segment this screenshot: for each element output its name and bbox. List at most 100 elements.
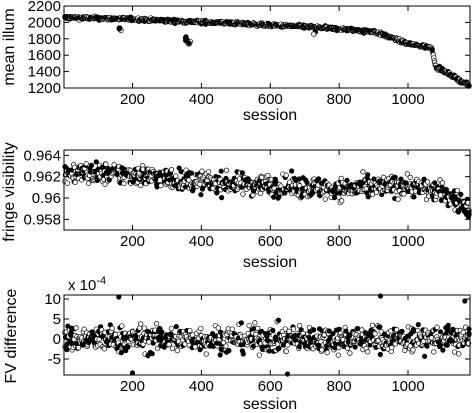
panel-fv-difference-point — [431, 349, 437, 355]
panel-mean-illum-ytick-label: 1600 — [28, 47, 61, 64]
panel-fv-difference-point — [286, 328, 292, 334]
panel-fringe-visibility-point — [85, 180, 92, 186]
panel-fv-difference-point — [346, 333, 353, 339]
panel-fv-difference-point — [217, 352, 223, 358]
panel-mean-illum-dip-point — [116, 26, 122, 32]
panel-fv-difference-point — [343, 328, 349, 334]
panel-fringe-visibility-point — [392, 174, 398, 180]
panel-fv-difference-point — [173, 324, 179, 330]
panel-fv-difference-point — [283, 348, 289, 354]
panel-mean-illum-point — [466, 82, 472, 89]
panel-fringe-visibility-point — [271, 194, 277, 200]
panel-fv-difference-point — [280, 342, 287, 348]
panel-mean-illum-ytick-label: 1800 — [28, 31, 61, 48]
panel-fv-difference-point — [118, 350, 124, 356]
panel-fringe-visibility-point — [265, 172, 271, 179]
panel-mean-illum-ytick-label: 2000 — [28, 14, 61, 31]
panel-fringe-visibility-point — [93, 159, 99, 165]
panel-fv-difference-point — [273, 334, 279, 340]
panel-fv-difference-point — [149, 351, 155, 357]
panel-fv-difference-point — [428, 335, 435, 341]
panel-fv-difference-xtick-label: 600 — [258, 378, 283, 395]
panel-mean-illum-ytick-label: 1200 — [28, 80, 61, 97]
panel-fringe-visibility-point — [344, 177, 350, 183]
panel-fv-difference-point — [444, 342, 450, 348]
panel-fv-difference-point — [434, 324, 440, 330]
panel-fringe-visibility-ylabel: fringe visibility — [1, 142, 18, 242]
panel-fv-difference-point — [335, 352, 341, 358]
panel-mean-illum-xtick-label: 400 — [189, 91, 214, 108]
panel-fv-difference-xtick-label: 200 — [120, 378, 145, 395]
panel-fringe-visibility-point — [439, 180, 446, 186]
panel-fv-difference-point — [344, 345, 351, 352]
panel-fv-difference-xtick-label: 1000 — [391, 378, 424, 395]
panel-fv-difference-point — [352, 344, 358, 350]
panel-fringe-visibility-point — [173, 173, 179, 179]
panel-fv-difference-point — [296, 344, 302, 350]
panel-fv-difference-point — [420, 338, 427, 344]
panel-fringe-visibility-point — [310, 190, 316, 196]
panel-fringe-visibility-ytick-label: 0.964 — [23, 147, 61, 164]
panel-fv-difference-point — [75, 345, 82, 351]
panel-fringe-visibility-point — [205, 168, 212, 175]
panel-fringe-visibility-point — [369, 191, 376, 198]
panel-fringe-visibility-point — [339, 198, 345, 204]
panel-fv-difference-ytick-label: -5 — [48, 351, 61, 368]
panel-fv-difference-point — [377, 351, 383, 358]
panel-mean-illum-xtick-label: 1000 — [391, 91, 424, 108]
panel-fv-difference-point — [399, 328, 405, 334]
panel-fringe-visibility-point — [239, 170, 245, 176]
panel-fv-difference-point — [365, 349, 371, 355]
panel-fringe-visibility-point — [407, 174, 413, 181]
panel-fringe-visibility-point — [188, 170, 194, 176]
panel-fv-difference-point — [252, 320, 258, 326]
panel-fringe-visibility-xtick-label: 200 — [120, 233, 145, 250]
panel-fringe-visibility-point — [424, 179, 431, 185]
panel-fringe-visibility-point — [240, 191, 246, 197]
panel-fringe-visibility-point — [103, 161, 109, 167]
panel-fv-difference-point — [229, 326, 235, 332]
panel-fringe-visibility-ytick-label: 0.962 — [23, 169, 61, 186]
panel-fringe-visibility-point — [259, 174, 265, 180]
panel-fringe-visibility-point — [83, 161, 89, 167]
panel-fringe-visibility-xtick-label: 400 — [189, 233, 214, 250]
panel-fv-difference-outlier-point — [377, 293, 384, 299]
panel-fringe-visibility-point — [395, 196, 401, 202]
panel-fringe-visibility-point — [398, 176, 404, 182]
panel-fv-difference-point — [324, 349, 330, 356]
panel-mean-illum-ytick-label: 2200 — [28, 0, 61, 15]
panel-fv-difference-point — [266, 348, 273, 354]
panel-fv-difference-point — [327, 334, 333, 341]
panel-fv-difference-point — [101, 346, 108, 352]
panel-fringe-visibility-point — [331, 195, 338, 201]
panel-fv-difference-point — [138, 321, 144, 327]
panel-fringe-visibility-xlabel: session — [243, 254, 297, 271]
panel-fringe-visibility-point — [94, 177, 100, 183]
panel-fv-difference-point — [168, 325, 175, 332]
panel-fv-difference-ytick-label: 0 — [53, 331, 61, 348]
panel-fv-difference-point — [187, 327, 193, 334]
panel-fringe-visibility-point — [214, 190, 220, 196]
panel-fringe-visibility-point — [72, 179, 78, 185]
panel-fv-difference-point — [215, 325, 221, 331]
panel-fv-difference-outlier-point — [462, 298, 468, 304]
panel-fv-difference-point — [275, 317, 282, 323]
panel-fringe-visibility-point — [458, 191, 464, 197]
panel-fv-difference-xtick-label: 800 — [327, 378, 352, 395]
panel-fv-difference-outlier-point — [284, 371, 291, 377]
panel-mean-illum-xlabel: session — [243, 107, 297, 124]
panel-fv-difference-point — [466, 330, 472, 336]
panel-fringe-visibility-point — [454, 187, 461, 194]
panel-fringe-visibility-point — [111, 162, 117, 168]
panel-fringe-visibility-point — [432, 180, 438, 186]
panel-fringe-visibility-ytick-label: 0.958 — [23, 211, 61, 228]
panel-fv-difference-point — [285, 342, 291, 348]
panel-fv-difference-point — [389, 344, 395, 351]
panel-fv-difference: 200 400 600 800 1000 -5 0 5 10 session FV differ… — [3, 275, 472, 413]
panel-fv-difference-point — [174, 347, 180, 354]
panel-fringe-visibility-axes-frame — [63, 149, 471, 231]
panel-fv-difference-point — [445, 322, 451, 328]
panel-fv-difference-point — [119, 323, 125, 329]
